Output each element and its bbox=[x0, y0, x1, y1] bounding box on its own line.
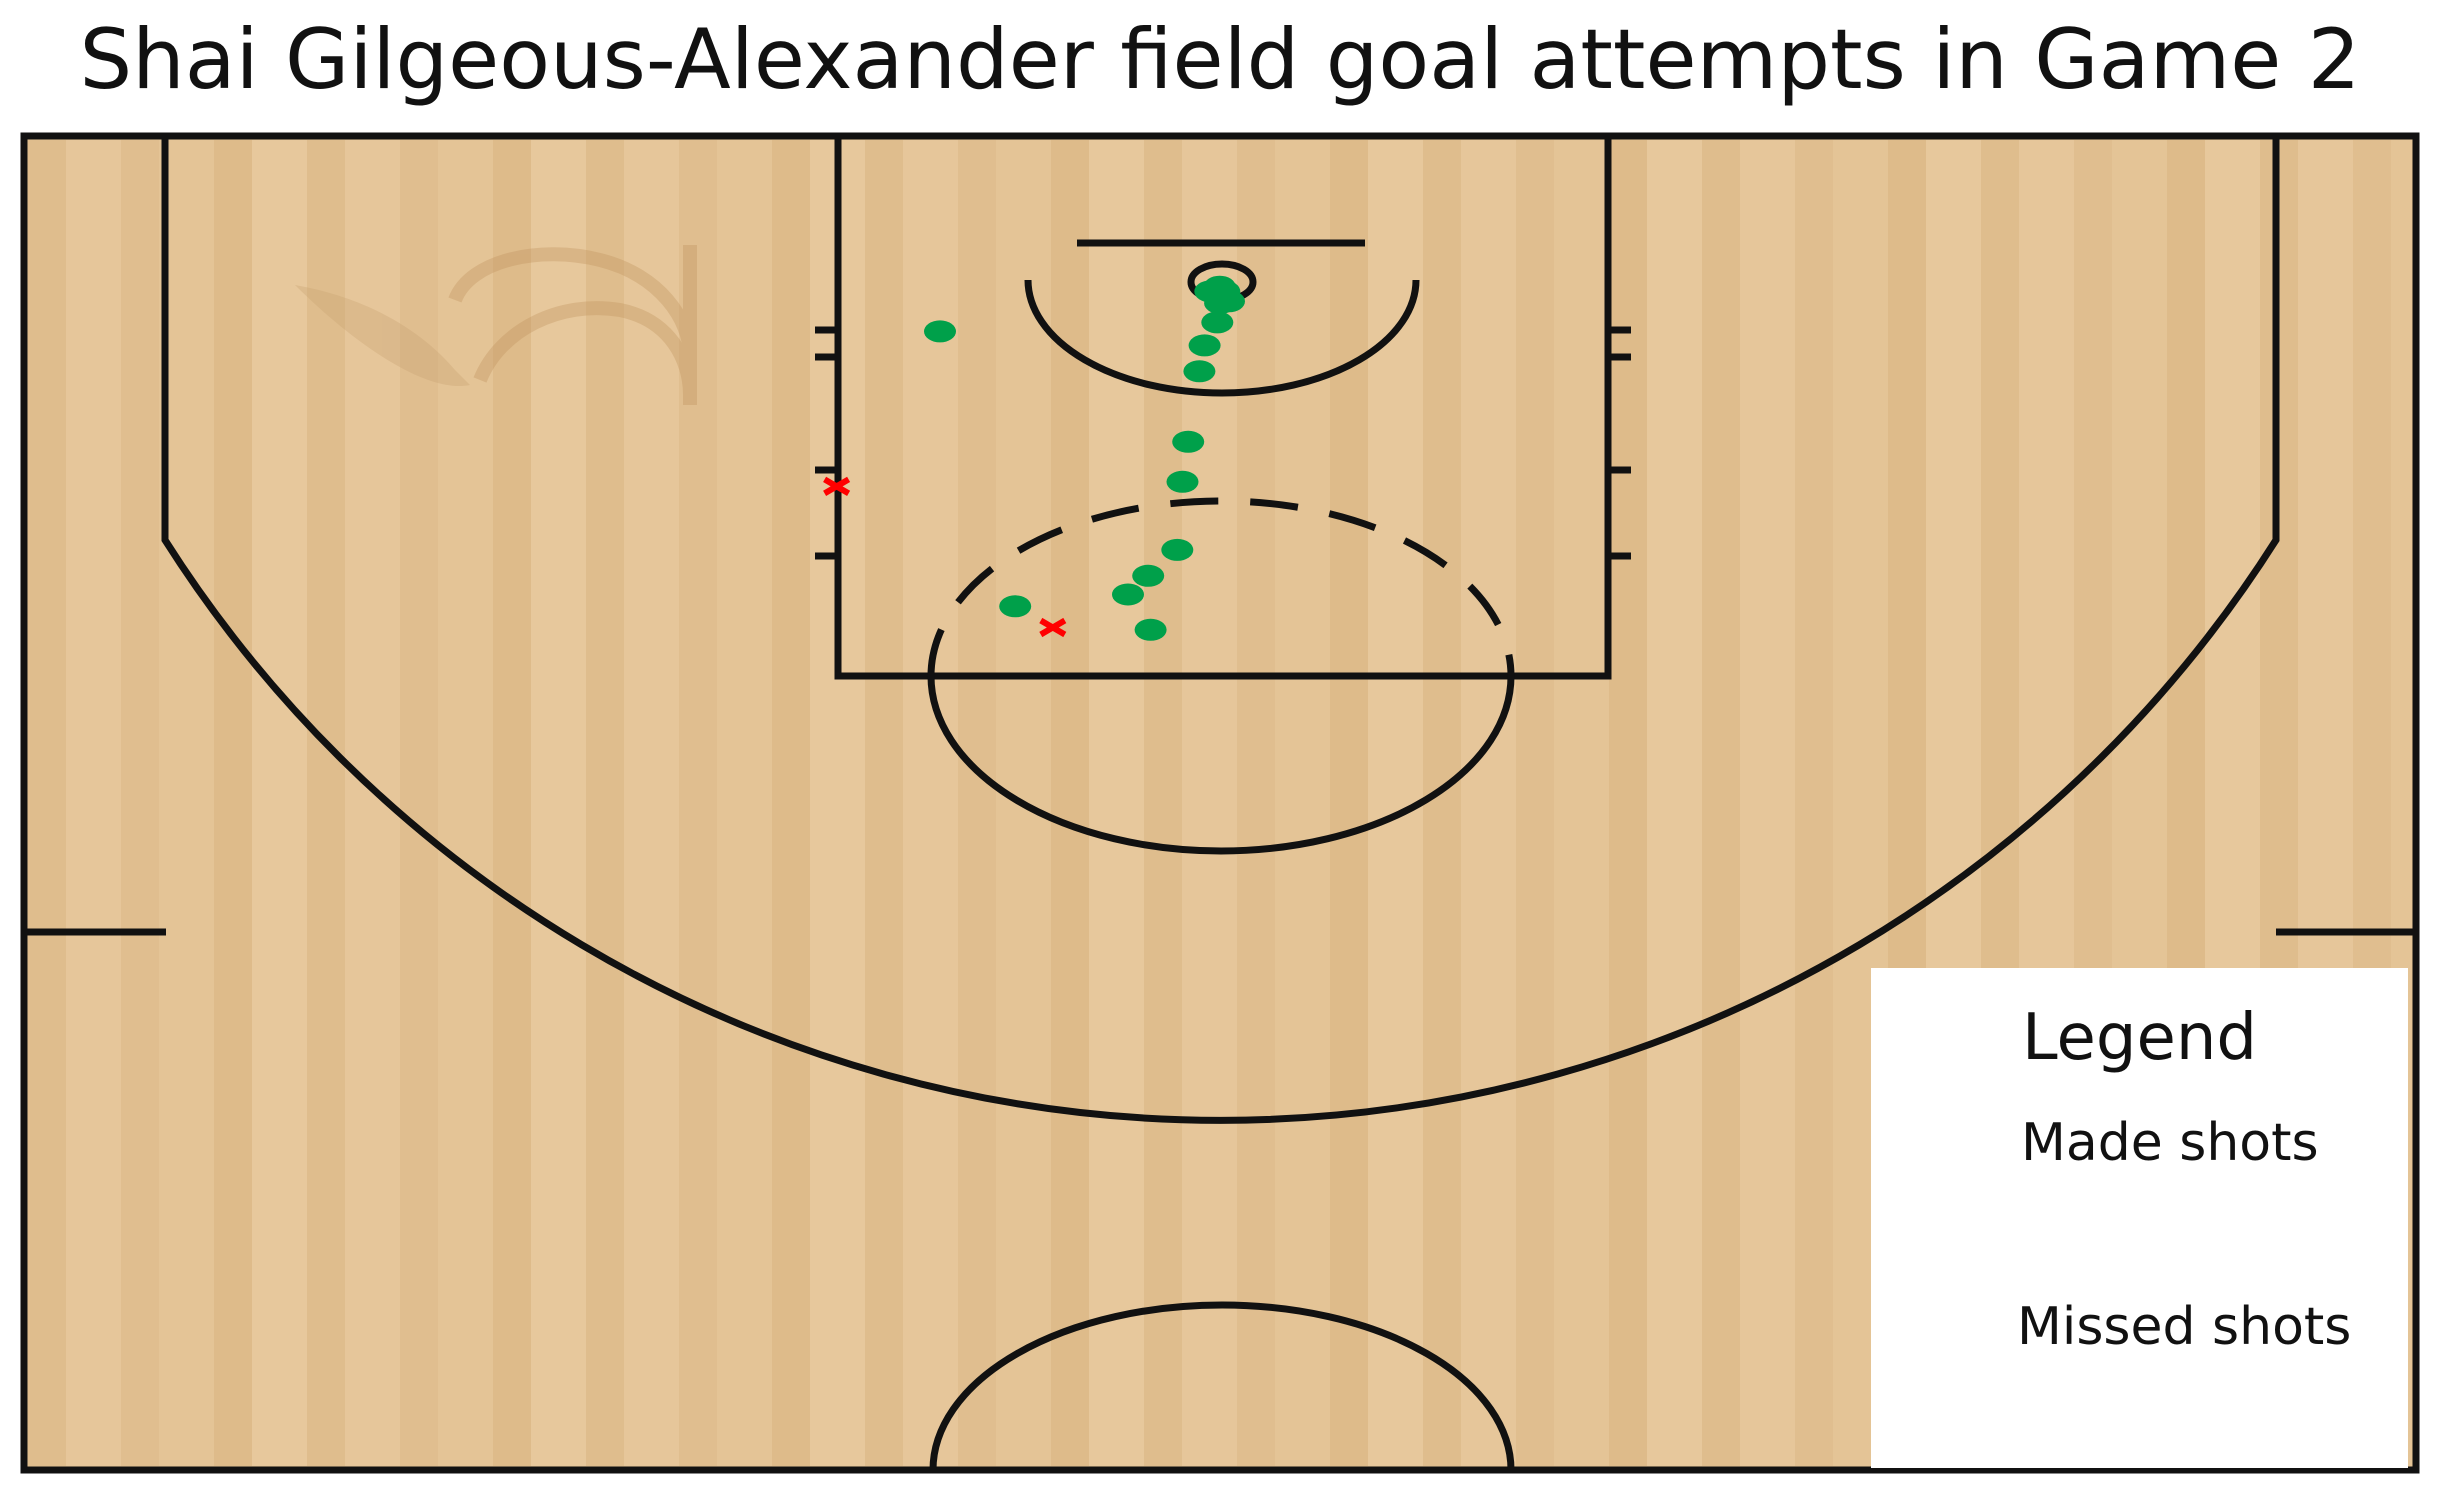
made-shot-marker bbox=[1132, 564, 1165, 587]
made-shot-marker bbox=[1134, 618, 1167, 641]
free-throw-circle-upper bbox=[927, 497, 1515, 677]
missed-shot-marker bbox=[1039, 617, 1067, 638]
made-shot-marker bbox=[1183, 360, 1216, 383]
restricted-area-arc bbox=[1024, 279, 1420, 397]
made-shot-marker bbox=[1112, 583, 1144, 606]
wood-planks bbox=[28, 140, 2412, 1466]
made-shot-marker bbox=[1161, 538, 1194, 561]
chart-title: Shai Gilgeous-Alexander field goal attem… bbox=[79, 11, 2361, 108]
three-point-line bbox=[161, 136, 2280, 1124]
legend: Legend Made shots Missed shots bbox=[1871, 968, 2408, 1468]
free-throw-circle-lower bbox=[927, 675, 1515, 855]
made-shot-marker bbox=[1188, 334, 1221, 357]
made-shot-marker bbox=[1213, 290, 1245, 313]
made-shot-marker bbox=[1201, 311, 1234, 334]
shots-layer bbox=[823, 275, 1245, 641]
made-shot-marker bbox=[999, 595, 1032, 618]
legend-label-missed: Missed shots bbox=[2017, 1297, 2352, 1357]
court-logo bbox=[295, 245, 697, 405]
paint-area bbox=[834, 132, 1612, 680]
center-circle bbox=[929, 1301, 1515, 1471]
lane-hash-marks bbox=[815, 326, 1631, 560]
made-shot-marker bbox=[924, 320, 956, 343]
legend-label-made: Made shots bbox=[2021, 1113, 2319, 1173]
missed-shot-marker bbox=[823, 476, 851, 496]
legend-title: Legend bbox=[2021, 1001, 2258, 1075]
made-shot-marker bbox=[1172, 430, 1205, 453]
made-shot-marker bbox=[1166, 470, 1199, 493]
